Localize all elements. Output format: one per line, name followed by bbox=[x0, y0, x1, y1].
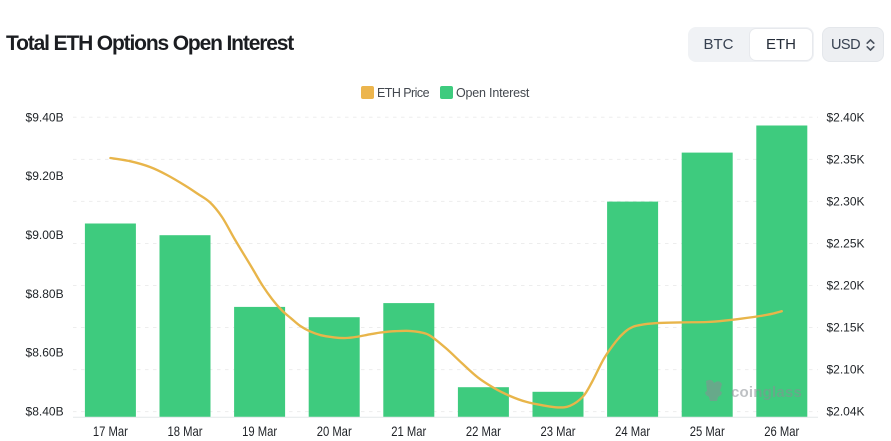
svg-text:$8.60B: $8.60B bbox=[26, 346, 64, 360]
svg-text:18 Mar: 18 Mar bbox=[168, 423, 203, 439]
svg-text:$9.20B: $9.20B bbox=[26, 169, 64, 183]
svg-text:$2.35K: $2.35K bbox=[827, 152, 865, 166]
svg-text:$2.04K: $2.04K bbox=[827, 405, 865, 419]
svg-text:$2.15K: $2.15K bbox=[827, 321, 865, 335]
svg-text:$8.80B: $8.80B bbox=[26, 287, 64, 301]
svg-text:20 Mar: 20 Mar bbox=[317, 423, 352, 439]
svg-text:22 Mar: 22 Mar bbox=[466, 423, 501, 439]
svg-text:$2.20K: $2.20K bbox=[827, 279, 865, 293]
svg-text:26 Mar: 26 Mar bbox=[764, 423, 799, 439]
svg-text:25 Mar: 25 Mar bbox=[690, 423, 725, 439]
svg-text:21 Mar: 21 Mar bbox=[391, 423, 426, 439]
svg-text:$2.25K: $2.25K bbox=[827, 237, 865, 251]
svg-text:$2.10K: $2.10K bbox=[827, 363, 865, 377]
svg-text:17 Mar: 17 Mar bbox=[93, 423, 128, 439]
svg-text:$8.40B: $8.40B bbox=[26, 405, 64, 419]
svg-text:19 Mar: 19 Mar bbox=[242, 423, 277, 439]
svg-text:$9.00B: $9.00B bbox=[26, 228, 64, 242]
svg-text:$2.30K: $2.30K bbox=[827, 194, 865, 208]
svg-text:23 Mar: 23 Mar bbox=[541, 423, 576, 439]
svg-text:coinglass: coinglass bbox=[731, 384, 802, 401]
svg-text:$2.40K: $2.40K bbox=[827, 110, 865, 124]
svg-text:24 Mar: 24 Mar bbox=[615, 423, 650, 439]
svg-text:$9.40B: $9.40B bbox=[26, 110, 64, 124]
